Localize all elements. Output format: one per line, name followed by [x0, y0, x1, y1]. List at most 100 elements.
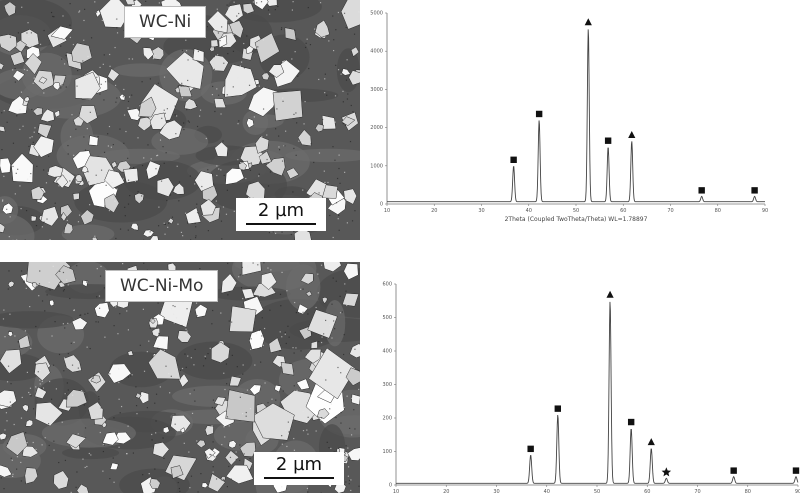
sem-speckle	[173, 322, 175, 324]
sem-speckle	[210, 454, 212, 456]
sem-speckle	[266, 134, 268, 136]
sem-speckle	[330, 403, 333, 405]
sem-grain	[81, 165, 89, 173]
sem-speckle	[232, 86, 234, 88]
sem-speckle	[218, 168, 220, 170]
sem-speckle	[270, 269, 272, 271]
sem-speckle	[190, 475, 193, 477]
sem-speckle	[259, 346, 261, 349]
sem-speckle	[285, 342, 287, 345]
sem-speckle	[302, 288, 304, 290]
sem-speckle	[177, 481, 179, 484]
sem-speckle	[196, 440, 198, 442]
sem-speckle	[256, 422, 258, 424]
sem-speckle	[83, 136, 85, 138]
sem-grain	[297, 303, 309, 315]
sem-speckle	[20, 480, 22, 482]
sem-speckle	[162, 189, 164, 191]
sem-speckle	[118, 368, 120, 370]
sem-grain	[5, 431, 28, 456]
sem-speckle	[211, 406, 213, 409]
sem-speckle	[183, 442, 185, 444]
sem-speckle	[306, 38, 308, 40]
sem-speckle	[284, 145, 286, 147]
sem-speckle	[177, 223, 179, 225]
sem-speckle	[268, 231, 271, 234]
sem-speckle	[347, 447, 349, 449]
sem-speckle	[31, 136, 33, 138]
sem-speckle	[308, 67, 310, 70]
sem-speckle	[212, 68, 214, 70]
sem-speckle	[3, 175, 5, 177]
x-tick-label: 70	[667, 208, 673, 214]
y-tick-label: 0	[380, 202, 383, 208]
sem-grain	[119, 93, 126, 101]
sem-grain	[74, 71, 101, 100]
sem-speckle	[241, 266, 243, 269]
sem-speckle	[285, 130, 287, 132]
sem-speckle	[41, 300, 44, 302]
sem-speckle	[8, 236, 10, 238]
sem-speckle	[288, 431, 290, 433]
sem-speckle	[103, 151, 106, 153]
sem-speckle	[16, 456, 19, 458]
sem-speckle	[170, 375, 172, 377]
sem-grain	[239, 441, 256, 457]
sem-speckle	[73, 154, 75, 156]
sem-speckle	[169, 392, 171, 394]
sem-speckle	[98, 295, 101, 297]
sem-grain	[0, 432, 8, 441]
sem-speckle	[198, 115, 201, 117]
sem-speckle	[267, 267, 269, 269]
sem-speckle	[43, 221, 45, 223]
sem-speckle	[109, 373, 111, 375]
sem-speckle	[61, 421, 63, 423]
sem-speckle	[155, 393, 158, 395]
sem-speckle	[236, 366, 238, 368]
sem-speckle	[28, 391, 30, 394]
x-tick-label: 40	[526, 208, 532, 214]
sem-speckle	[11, 459, 13, 461]
sem-speckle	[75, 486, 77, 488]
sem-grain	[321, 184, 338, 199]
sem-speckle	[127, 100, 130, 103]
sem-speckle	[115, 101, 117, 103]
sem-speckle	[222, 23, 224, 25]
sem-speckle	[40, 198, 42, 200]
sem-speckle	[115, 237, 117, 240]
sem-speckle	[163, 162, 165, 164]
sem-speckle	[141, 483, 143, 486]
sem-speckle	[339, 312, 342, 314]
sem-speckle	[29, 393, 31, 395]
sem-grain	[18, 334, 31, 349]
sem-grain	[225, 168, 245, 185]
sem-speckle	[16, 437, 18, 440]
sem-speckle	[79, 10, 81, 12]
sem-speckle	[5, 412, 8, 414]
sem-speckle	[287, 325, 289, 327]
sem-speckle	[58, 353, 61, 356]
sem-speckle	[149, 327, 151, 329]
sem-grain	[196, 439, 206, 449]
sem-speckle	[174, 105, 176, 107]
sem-speckle	[115, 306, 117, 308]
sem-speckle	[174, 114, 176, 116]
sem-speckle	[328, 40, 330, 42]
sem-speckle	[142, 474, 144, 476]
sem-grain	[0, 125, 6, 133]
sem-speckle	[247, 266, 249, 268]
sem-speckle	[128, 96, 131, 98]
sem-grain	[7, 95, 28, 115]
sem-speckle	[207, 169, 209, 171]
sem-speckle	[274, 9, 276, 11]
sem-speckle	[325, 319, 327, 322]
sem-speckle	[49, 289, 51, 291]
sem-speckle	[63, 357, 66, 359]
x-tick-label: 40	[544, 489, 550, 493]
sem-speckle	[59, 38, 61, 40]
sem-speckle	[204, 355, 206, 357]
sem-grain	[323, 262, 342, 272]
sem-speckle	[293, 113, 295, 116]
sem-speckle	[345, 26, 347, 29]
sem-speckle	[155, 54, 157, 57]
